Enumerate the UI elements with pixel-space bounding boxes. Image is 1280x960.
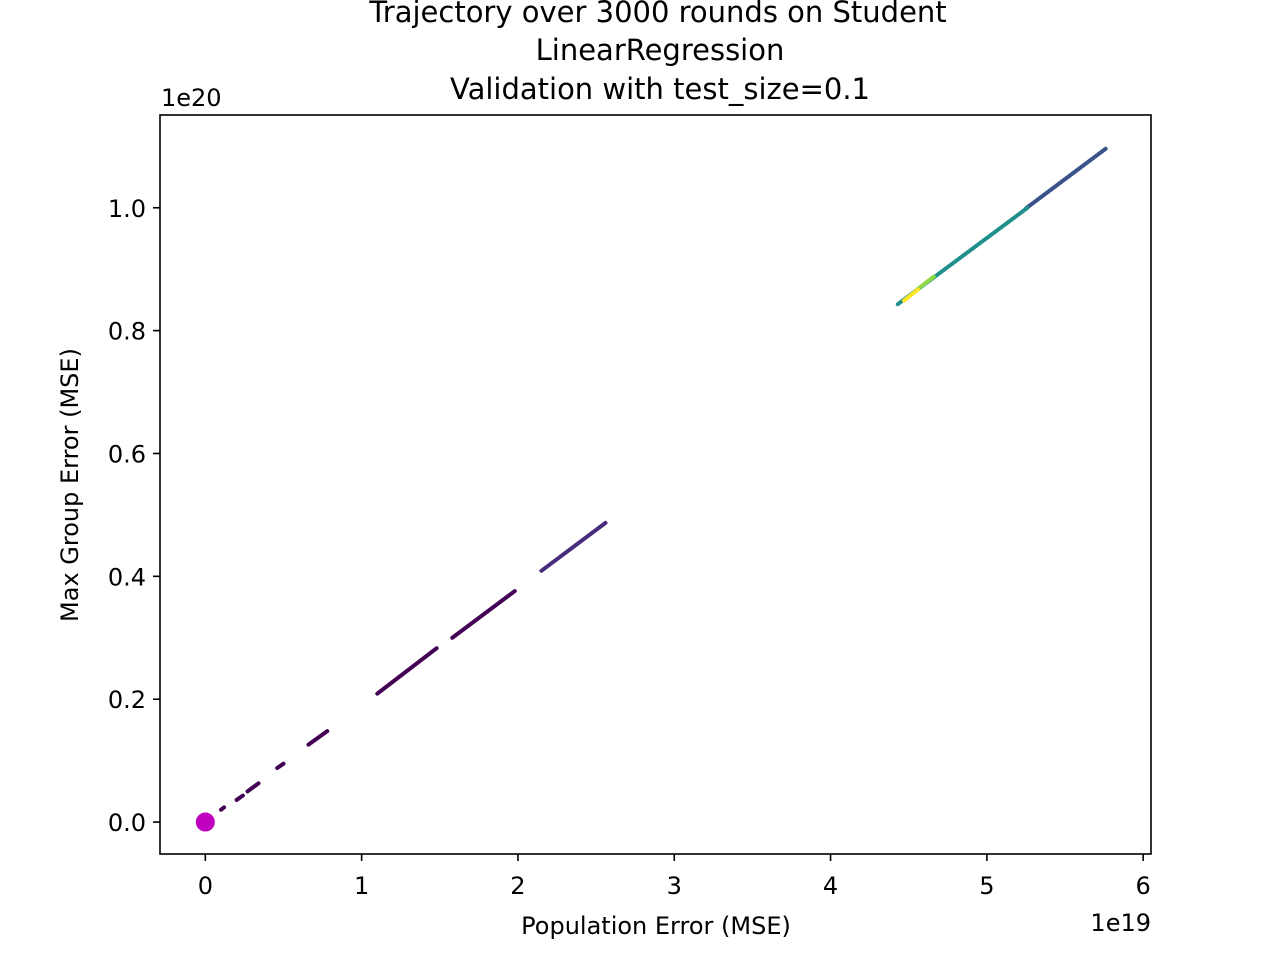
y-tick-label-4: 0.8 — [108, 318, 146, 346]
plot-marks — [195, 146, 1108, 832]
x-axis-ticks: 0 1 2 3 4 5 6 — [198, 854, 1151, 900]
chart-title-line-2: LinearRegression — [536, 33, 785, 67]
trajectory-early-segment-5 — [375, 646, 439, 696]
y-tick-label-0: 0.0 — [108, 809, 146, 837]
trajectory-early-segment-4 — [306, 729, 330, 747]
x-tick-label-1: 1 — [354, 872, 369, 900]
trajectory-early-segment-2 — [245, 781, 261, 794]
trajectory-green-segment-0 — [914, 274, 936, 293]
y-tick-label-1: 0.2 — [108, 686, 146, 714]
trajectory-mid-segment-0 — [539, 520, 608, 573]
y-tick-label-2: 0.4 — [108, 563, 146, 591]
y-offset-label: 1e20 — [161, 84, 222, 112]
trajectory-early-segment-6 — [450, 589, 517, 640]
y-tick-label-5: 1.0 — [108, 195, 146, 223]
trajectory-early-segment-1 — [234, 793, 245, 802]
chart-title-line-1: Trajectory over 3000 rounds on Student — [368, 0, 946, 29]
x-tick-label-5: 5 — [979, 872, 994, 900]
trajectory-yellow-segment-0 — [902, 287, 921, 303]
y-axis-label: Max Group Error (MSE) — [56, 348, 84, 622]
x-tick-label-6: 6 — [1136, 872, 1151, 900]
x-tick-label-0: 0 — [198, 872, 213, 900]
x-tick-label-3: 3 — [667, 872, 682, 900]
x-axis-label: Population Error (MSE) — [521, 912, 791, 940]
x-tick-label-4: 4 — [823, 872, 838, 900]
plot-frame — [159, 114, 1152, 855]
y-tick-label-3: 0.6 — [108, 440, 146, 468]
trajectory-early-segment-3 — [275, 761, 286, 770]
y-axis-ticks: 0.0 0.2 0.4 0.6 0.8 1.0 — [108, 195, 160, 837]
highlight-start-point — [195, 812, 215, 832]
trajectory-early-segment-0 — [218, 805, 227, 812]
x-tick-label-2: 2 — [510, 872, 525, 900]
x-offset-label: 1e19 — [1090, 909, 1151, 937]
trajectory-late-segment-0 — [1023, 146, 1108, 211]
chart-title-line-3: Validation with test_size=0.1 — [450, 72, 870, 106]
